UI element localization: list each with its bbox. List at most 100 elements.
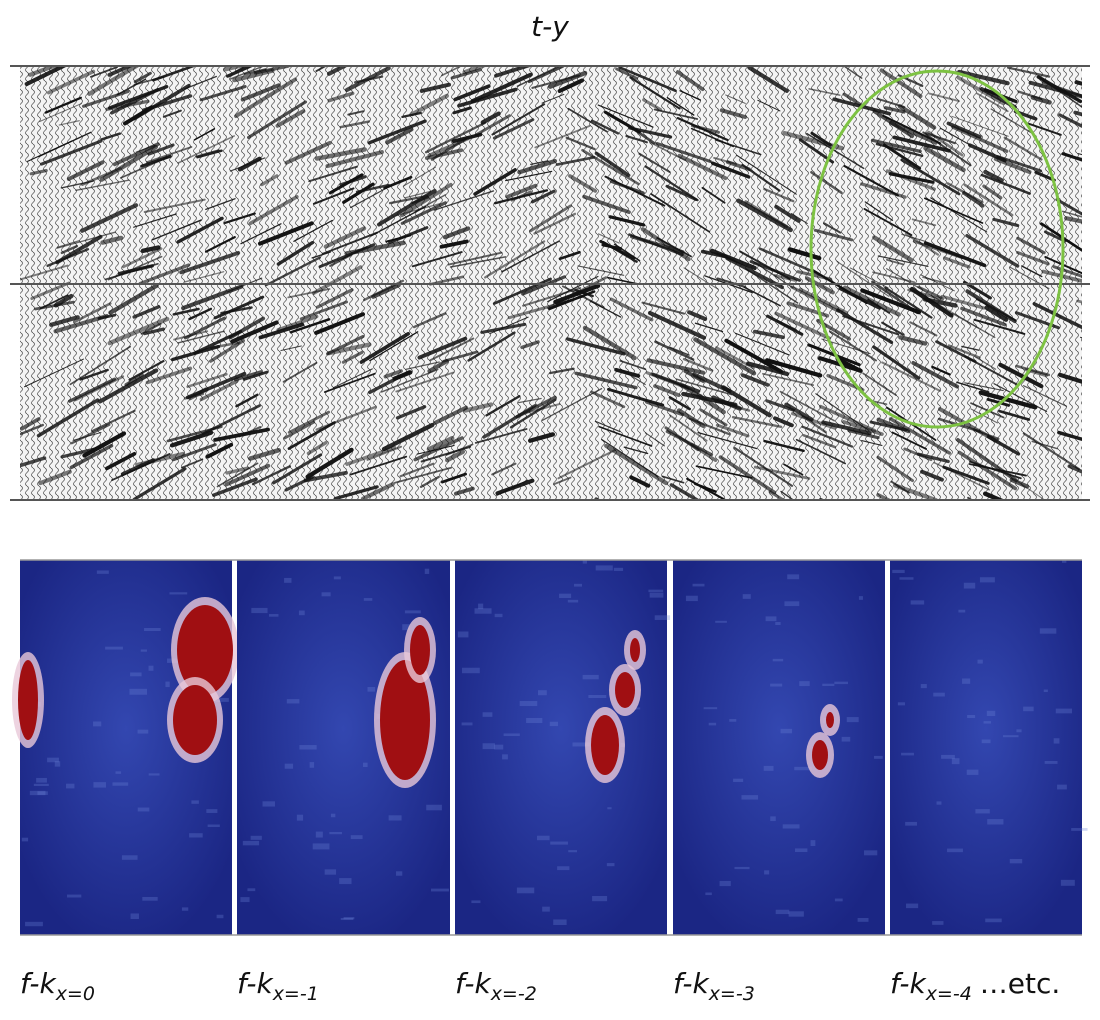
speckle [240,897,250,903]
reflection [142,327,166,336]
reflection [196,149,223,159]
reflection [810,131,832,147]
reflection [607,387,665,407]
reflection [184,271,225,283]
speckle [764,870,770,875]
reflection [400,182,453,218]
speckle [932,921,944,925]
reflection [808,88,841,96]
speckle [66,783,75,789]
energy-core [380,660,430,780]
reflection [558,250,581,261]
reflection [24,66,69,87]
speckle [457,631,469,638]
title: t-y [531,10,569,43]
reflection [956,75,1005,106]
reflection [701,186,726,204]
speckle [910,600,925,605]
reflection [669,483,701,500]
fk-panel [673,560,885,935]
reflection [872,271,916,284]
reflection [922,276,946,284]
reflection [20,264,69,281]
reflection [311,251,331,259]
reflection [765,399,795,412]
reflection [527,432,556,443]
label-text: f-k [890,967,927,1000]
reflection [974,356,997,370]
reflection [974,429,1000,440]
reflection [609,297,654,322]
reflection [675,70,705,92]
reflection [806,132,865,170]
speckle [703,707,718,710]
reflection [1027,122,1062,136]
speckle [315,831,323,838]
speckle [958,609,966,613]
reflection [990,108,1033,134]
reflection [385,127,414,145]
speckle [708,722,717,726]
reflection [557,449,616,480]
reflection [916,452,950,464]
reflection [260,174,279,187]
reflection [604,175,666,207]
reflection [627,124,656,145]
reflection [376,189,437,227]
reflection [441,66,463,77]
reflection [40,139,103,166]
reflection [870,138,922,154]
reflection [111,453,171,482]
reflection [501,240,560,273]
reflection [625,135,648,144]
reflection [339,120,370,129]
reflection [216,462,259,488]
reflection [530,189,556,204]
speckle [396,871,403,876]
reflection [395,371,455,393]
reflection [107,85,169,110]
speckle [897,702,906,706]
reflection [598,425,653,447]
reflection [664,426,700,452]
reflection [651,372,701,393]
label-subscript: x=-3 [708,983,755,1005]
reflection [1006,66,1051,78]
reflection [345,445,397,466]
reflection [251,465,292,486]
reflection [305,447,354,479]
reflection [749,260,802,282]
speckle [404,610,421,614]
reflection [453,84,491,102]
reflection [177,135,236,164]
reflection [565,136,596,151]
reflection [654,340,695,361]
reflection [1032,302,1082,330]
reflection [951,125,1009,153]
reflection [568,174,598,193]
reflection [323,372,376,393]
reflection [199,379,239,402]
reflection [133,71,152,84]
reflection [507,303,555,320]
reflection [367,119,427,145]
reflection [183,392,205,400]
reflection [225,466,250,475]
reflection [947,344,981,359]
reflection [619,359,647,371]
speckle [25,921,43,927]
speckle [770,683,783,687]
reflection [494,66,534,78]
speckle [121,855,138,860]
reflection [601,240,638,263]
reflection [489,316,529,334]
reflection [282,361,318,383]
reflection [399,462,435,478]
reflection [321,231,379,255]
reflection [505,183,538,199]
reflection [20,417,41,431]
reflection [306,441,328,456]
reflection [656,237,692,258]
reflection [70,423,111,445]
reflection [188,307,213,321]
